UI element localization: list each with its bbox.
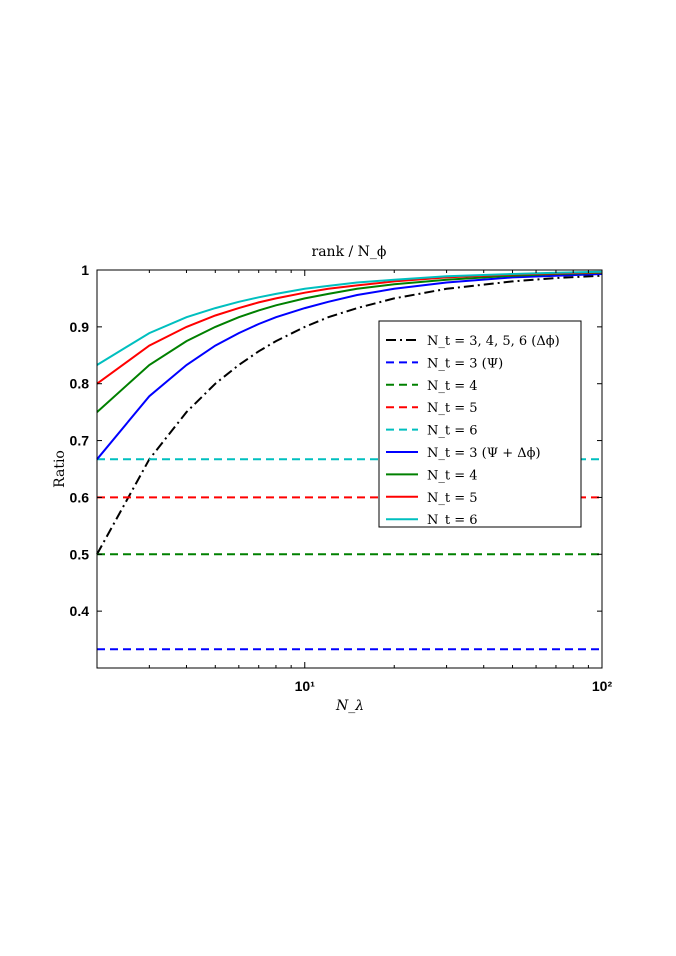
plot-frame xyxy=(96,269,603,669)
y-tick-label: 0.4 xyxy=(70,603,90,619)
axis-ticks: 0.4 0.5 0.6 0.7 0.8 0.9 1 10¹ 10² xyxy=(70,262,613,694)
y-tick-label: 0.6 xyxy=(70,489,90,505)
x-tick-label: 10¹ xyxy=(295,678,316,694)
legend-label-2: N_t = 4 xyxy=(427,379,478,394)
legend-label-1: N_t = 3 (Ψ) xyxy=(427,356,503,371)
series-line-8 xyxy=(96,270,603,366)
y-tick-label: 0.7 xyxy=(70,433,90,449)
legend-label-5: N_t = 3 (Ψ + Δϕ) xyxy=(427,446,541,461)
x-tick-label: 10² xyxy=(592,678,613,694)
legend-label-8: N_t = 6 xyxy=(427,513,478,528)
y-tick-label: 0.5 xyxy=(70,546,90,562)
x-axis-label: N_λ xyxy=(335,698,364,714)
legend-box xyxy=(378,320,582,528)
legend-label-4: N_t = 6 xyxy=(427,424,478,439)
legend: N_t = 3, 4, 5, 6 (Δϕ) N_t = 3 (Ψ) N_t = 4 N… xyxy=(378,320,582,528)
chart-title: rank / N_ϕ xyxy=(312,244,387,260)
series-line-6 xyxy=(96,271,603,413)
series-line-5 xyxy=(96,273,603,460)
legend-label-3: N_t = 5 xyxy=(427,401,478,416)
y-tick-label: 0.8 xyxy=(70,376,90,392)
legend-label-6: N_t = 4 xyxy=(427,468,478,483)
series-line-0 xyxy=(96,274,603,555)
y-axis-label: Ratio xyxy=(52,450,68,488)
legend-label-7: N_t = 5 xyxy=(427,491,478,506)
legend-label-0: N_t = 3, 4, 5, 6 (Δϕ) xyxy=(427,334,560,349)
y-tick-label: 1 xyxy=(81,262,89,278)
y-tick-label: 0.9 xyxy=(70,319,90,335)
